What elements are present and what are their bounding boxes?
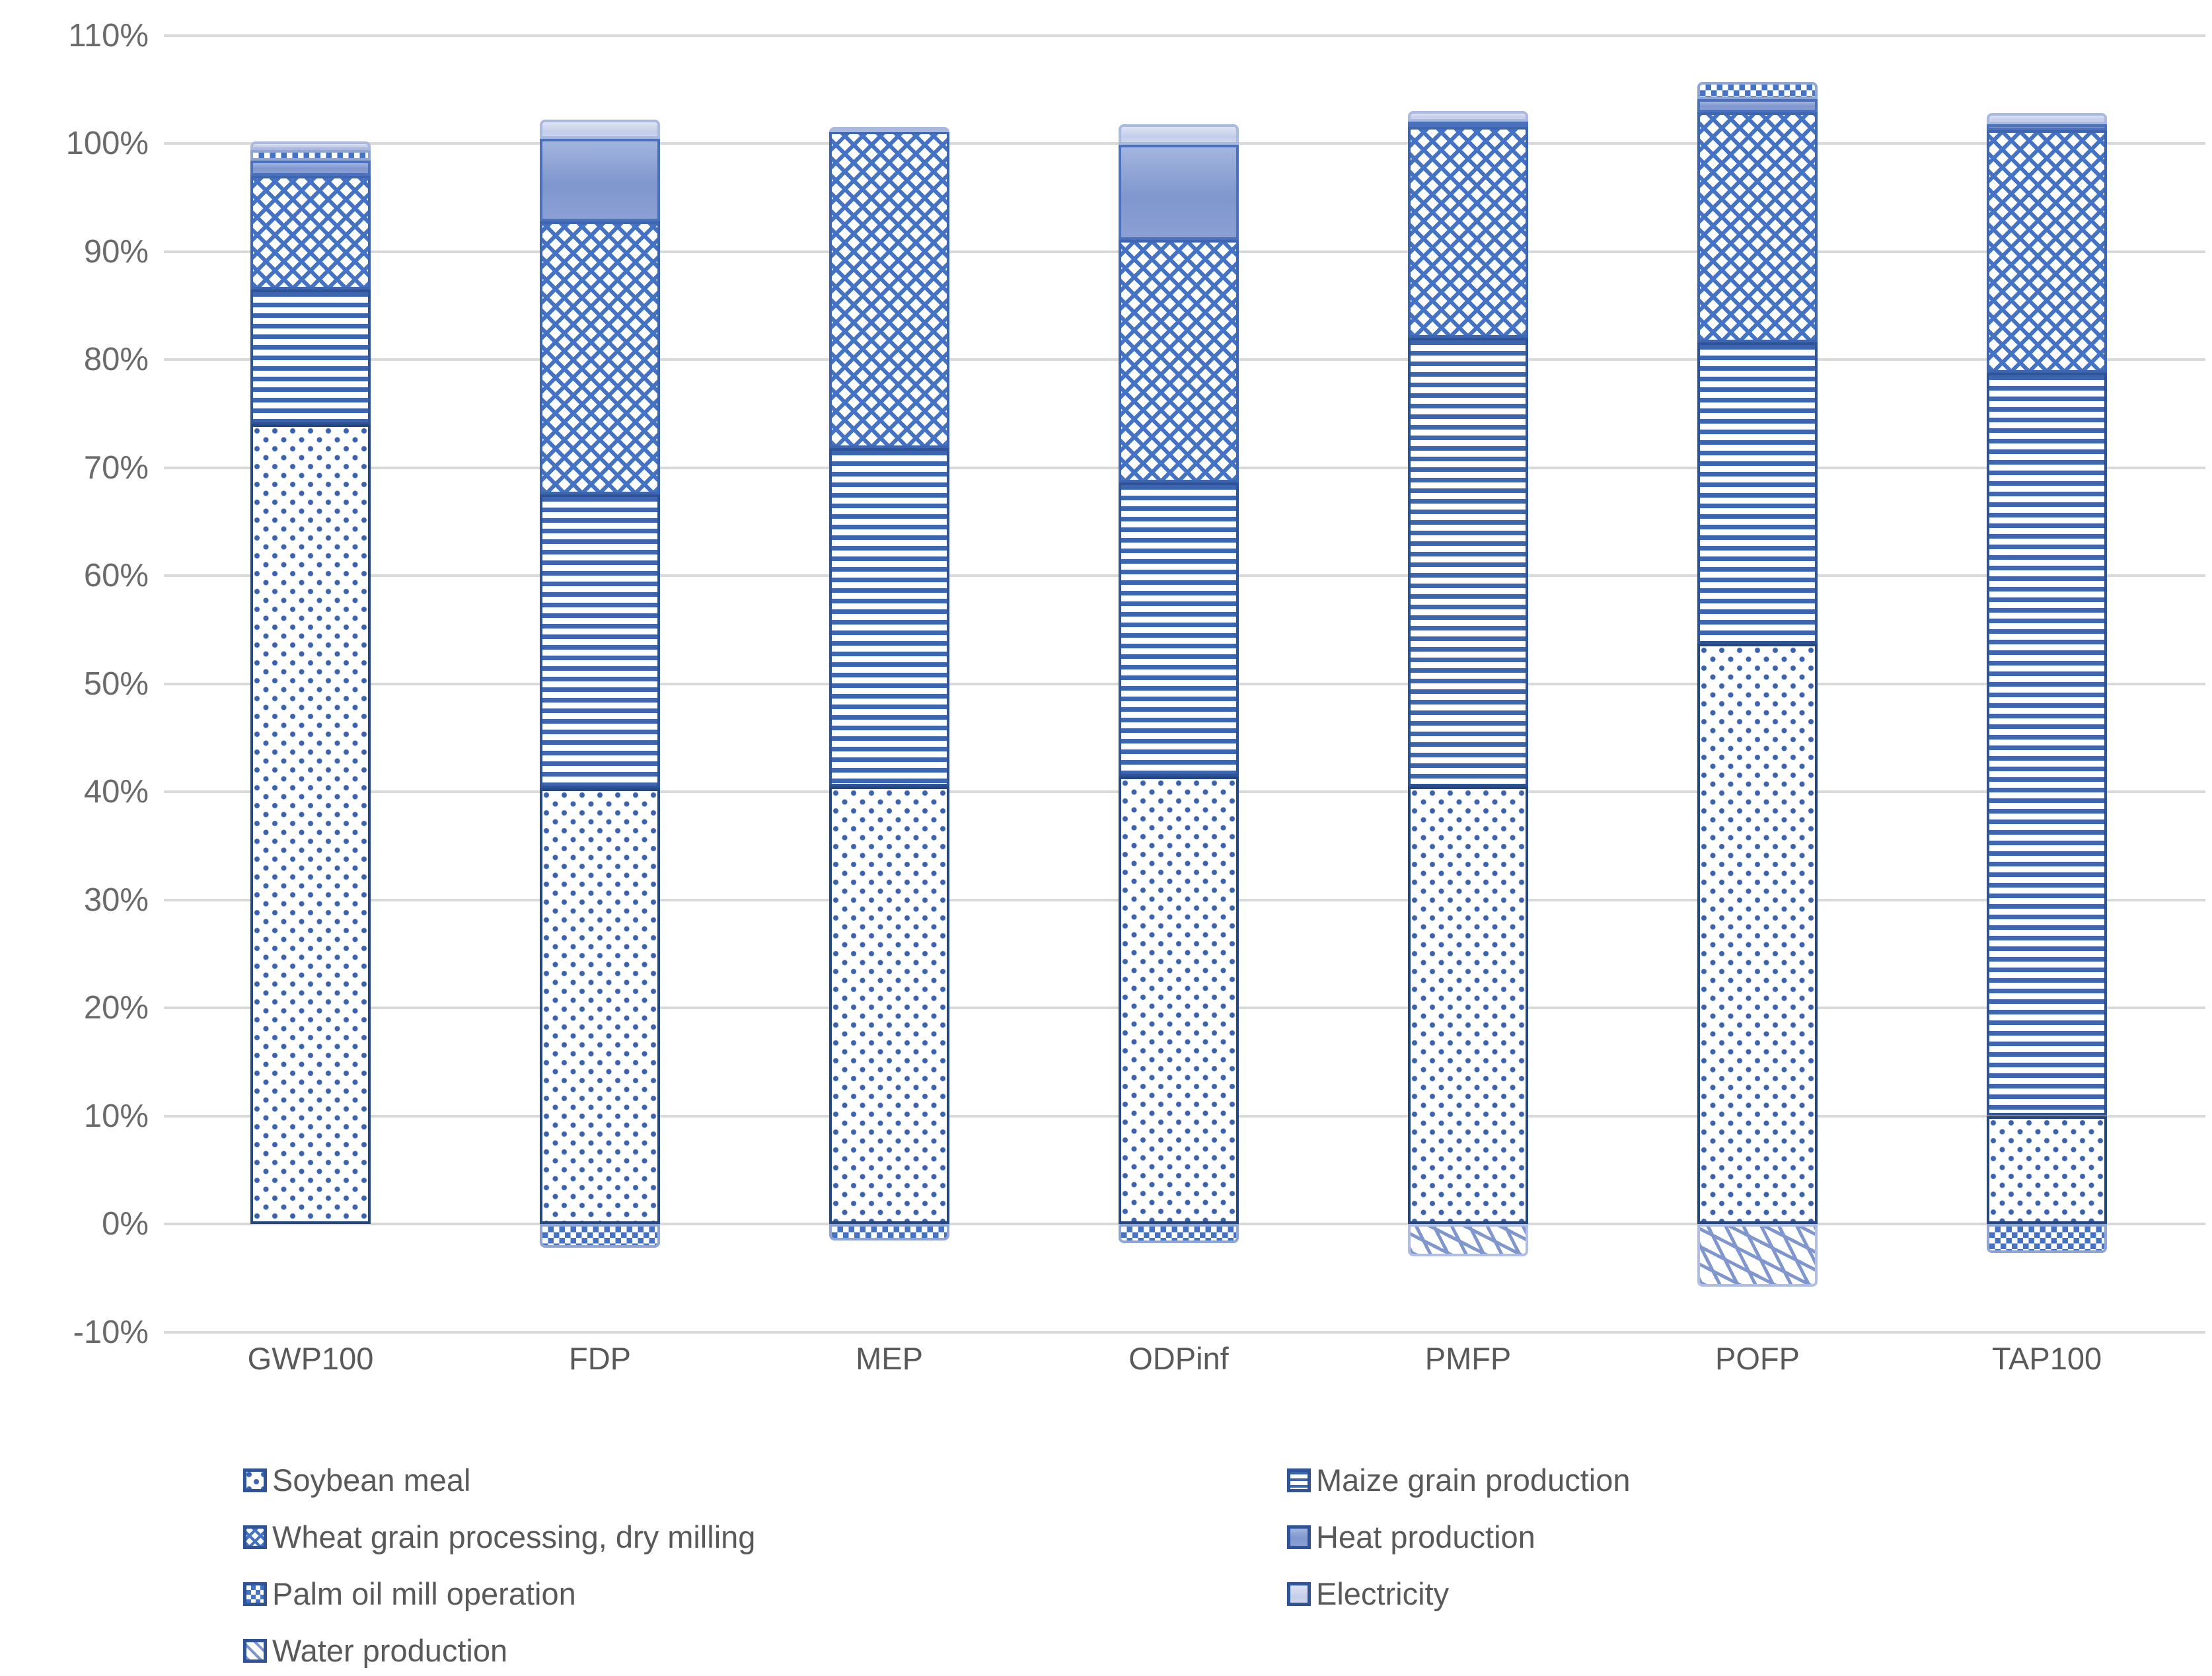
legend-swatch-dots-icon [243, 1468, 267, 1492]
x-category-label-TAP100: TAP100 [1991, 1341, 2102, 1376]
legend-swatch-water-icon [243, 1638, 267, 1663]
legend-label: Heat production [1316, 1519, 1535, 1554]
y-tick-label: 40% [83, 774, 149, 810]
bar-segment-ODPinf-hlines [1119, 482, 1239, 777]
legend-swatch-solidmed-icon [1287, 1525, 1311, 1549]
y-tick-label: -10% [73, 1314, 149, 1350]
legend-label: Palm oil mill operation [272, 1576, 576, 1611]
legend-label: Maize grain production [1316, 1463, 1631, 1498]
bar-segment-TAP100-dots [1987, 1116, 2107, 1224]
bar-segment-GWP100-check [250, 149, 371, 161]
bar-segment-GWP100-solidmed [250, 161, 371, 176]
legend-swatch-check-icon [243, 1581, 267, 1606]
bar-segment-MEP-check [829, 1224, 949, 1240]
bar-segment-TAP100-solidmed [1987, 124, 2107, 131]
y-tick-label: 20% [83, 990, 149, 1026]
legend-swatch-hlines-icon [1287, 1468, 1311, 1492]
y-tick-label: 0% [102, 1206, 149, 1242]
legend-swatch-cross-icon [243, 1525, 267, 1549]
legend-item-water: Water production [243, 1632, 507, 1669]
bar-segment-ODPinf-solidmed [1119, 144, 1239, 240]
bar-segment-POFP-dots [1697, 644, 1818, 1224]
gridline--10 [164, 1330, 2205, 1334]
y-tick-label: 10% [83, 1098, 149, 1134]
bar-segment-PMFP-solidlight [1408, 110, 1528, 122]
y-tick-label: 110% [68, 17, 149, 54]
legend-swatch-solidlight-icon [1287, 1581, 1311, 1606]
bar-segment-TAP100-solidlight [1987, 113, 2107, 124]
bar-segment-ODPinf-cross [1119, 239, 1239, 483]
y-tick-label: 50% [83, 666, 149, 702]
bar-segment-FDP-solidmed [540, 139, 660, 221]
bar-segment-TAP100-hlines [1987, 372, 2107, 1116]
y-tick-label: 80% [83, 342, 149, 377]
bar-segment-TAP100-cross [1987, 130, 2107, 373]
x-category-label-ODPinf: ODPinf [1128, 1341, 1229, 1376]
bar-segment-GWP100-cross [250, 176, 371, 289]
legend-item-hlines: Maize grain production [1287, 1462, 1631, 1498]
bar-segment-GWP100-solidlight [250, 141, 371, 150]
bar-segment-MEP-hlines [829, 448, 949, 786]
bar-segment-PMFP-dots [1408, 786, 1528, 1224]
bar-segment-TAP100-check [1987, 1224, 2107, 1254]
bar-segment-MEP-solidlight [829, 127, 949, 133]
bar-segment-ODPinf-solidlight [1119, 124, 1239, 145]
bar-segment-PMFP-solidmed [1408, 122, 1528, 128]
bar-segment-PMFP-cross [1408, 127, 1528, 338]
bar-segment-ODPinf-check [1119, 1224, 1239, 1244]
bar-segment-PMFP-water [1408, 1224, 1528, 1257]
bar-segment-POFP-water [1697, 1224, 1818, 1287]
y-tick-label: 70% [83, 449, 149, 486]
bar-segment-POFP-check [1697, 81, 1818, 99]
y-tick-label: 60% [83, 558, 149, 593]
legend-item-solidmed: Heat production [1287, 1519, 1535, 1555]
bar-segment-MEP-cross [829, 132, 949, 449]
legend-item-dots: Soybean meal [243, 1462, 470, 1498]
bar-segment-POFP-solidmed [1697, 98, 1818, 112]
bar-segment-GWP100-dots [250, 424, 371, 1224]
legend-item-solidlight: Electricity [1287, 1576, 1449, 1612]
bar-segment-POFP-cross [1697, 112, 1818, 342]
bar-segment-FDP-solidlight [540, 120, 660, 139]
y-tick-label: 100% [65, 126, 149, 161]
y-tick-label: 90% [83, 233, 149, 270]
legend-label: Water production [272, 1633, 508, 1668]
y-tick-label: 30% [83, 882, 149, 918]
bar-segment-MEP-dots [829, 786, 949, 1224]
bar-segment-FDP-cross [540, 221, 660, 495]
legend-label: Soybean meal [272, 1463, 471, 1498]
legend-item-cross: Wheat grain processing, dry milling [243, 1519, 755, 1555]
x-category-label-GWP100: GWP100 [247, 1341, 374, 1376]
x-category-label-MEP: MEP [856, 1341, 923, 1376]
bar-segment-FDP-check [540, 1224, 660, 1248]
bar-segment-PMFP-hlines [1408, 338, 1528, 786]
legend-label: Electricity [1316, 1576, 1450, 1611]
bar-segment-FDP-hlines [540, 494, 660, 789]
bar-segment-FDP-dots [540, 788, 660, 1224]
x-category-label-POFP: POFP [1715, 1341, 1800, 1376]
gridline-110 [164, 34, 2205, 37]
legend-item-check: Palm oil mill operation [243, 1576, 576, 1612]
x-category-label-PMFP: PMFP [1424, 1341, 1512, 1376]
bar-segment-GWP100-hlines [250, 289, 371, 425]
bar-segment-POFP-hlines [1697, 342, 1818, 644]
bar-segment-ODPinf-dots [1119, 777, 1239, 1224]
x-category-label-FDP: FDP [569, 1341, 631, 1376]
legend-label: Wheat grain processing, dry milling [272, 1519, 756, 1554]
